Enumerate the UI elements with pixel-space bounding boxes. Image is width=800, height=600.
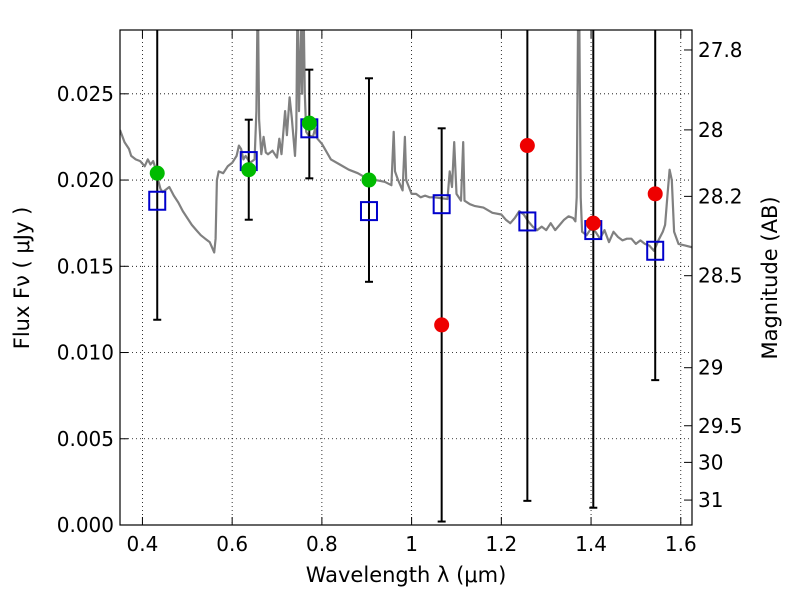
- x-axis-label: Wavelength λ (μm): [306, 563, 507, 587]
- x-tick-label: 0.8: [306, 532, 338, 556]
- y-tick-label: 0.020: [57, 168, 114, 192]
- right-tick-label: 29: [698, 356, 723, 380]
- right-tick-label: 28.2: [698, 184, 743, 208]
- plot-area: [120, 30, 692, 523]
- right-tick-label: 28.5: [698, 264, 743, 288]
- photometry-circle-point: [585, 215, 601, 231]
- photometry-circle-point: [519, 138, 535, 154]
- x-tick-label: 1.4: [575, 532, 607, 556]
- y-tick-label: 0.015: [57, 254, 114, 278]
- photometry-circle-point: [647, 186, 663, 202]
- right-tick-label: 31: [698, 488, 723, 512]
- x-tick-label: 1: [405, 532, 418, 556]
- x-tick-label: 1.6: [665, 532, 697, 556]
- ticks: 0.4 0.6 0.8 1 1.2 1.4 1.6 0.000 0.005 0.010 0.015 0…: [57, 30, 743, 556]
- model-square-point: [646, 240, 665, 261]
- photometry-circle-point: [301, 115, 317, 131]
- y-tick-label: 0.000: [57, 513, 114, 537]
- axes-frame: [119, 29, 693, 526]
- photometry-circle-point: [149, 165, 165, 181]
- model-square-point: [432, 194, 451, 215]
- right-tick-label: 29.5: [698, 414, 743, 438]
- photometry-circle-point: [361, 172, 377, 188]
- y-axis-label-left: Flux Fν ( μJy ): [10, 207, 34, 350]
- right-tick-label: 27.8: [698, 38, 743, 62]
- x-tick-label: 1.2: [485, 532, 517, 556]
- right-tick-label: 28: [698, 118, 723, 142]
- y-axis-label-right: Magnitude (AB): [758, 196, 782, 359]
- model-square-point: [518, 211, 537, 232]
- y-tick-label: 0.010: [57, 341, 114, 365]
- right-tick-label: 30: [698, 450, 723, 474]
- y-tick-label: 0.025: [57, 82, 114, 106]
- x-tick-label: 0.6: [216, 532, 248, 556]
- photometry-circle-point: [434, 317, 450, 333]
- model-square-point: [359, 201, 378, 222]
- x-tick-label: 0.4: [127, 532, 159, 556]
- y-tick-label: 0.005: [57, 427, 114, 451]
- photometry-circle-point: [241, 162, 257, 178]
- model-square-point: [148, 190, 167, 211]
